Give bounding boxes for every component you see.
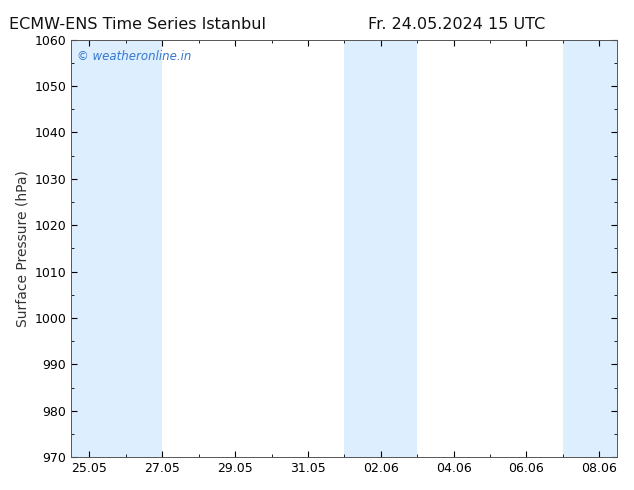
Text: Fr. 24.05.2024 15 UTC: Fr. 24.05.2024 15 UTC: [368, 17, 545, 32]
Bar: [71, 40, 162, 457]
Y-axis label: Surface Pressure (hPa): Surface Pressure (hPa): [15, 170, 29, 327]
Bar: [344, 40, 417, 457]
Text: © weatheronline.in: © weatheronline.in: [77, 50, 191, 63]
Bar: [563, 40, 618, 457]
Text: ECMW-ENS Time Series Istanbul: ECMW-ENS Time Series Istanbul: [10, 17, 266, 32]
